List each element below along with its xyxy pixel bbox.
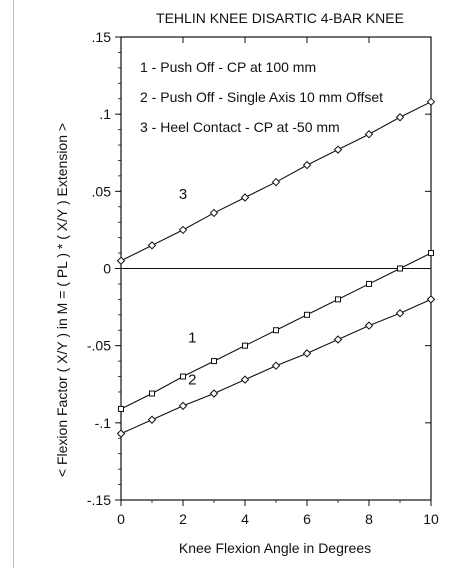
y-tick-label: -.1 bbox=[95, 415, 112, 431]
y-tick-label: .1 bbox=[99, 106, 111, 122]
series-3-point bbox=[178, 225, 188, 235]
legend-entry-3: 3 - Heel Contact - CP at -50 mm bbox=[140, 119, 340, 135]
series-1-point bbox=[149, 390, 155, 397]
series-1-point bbox=[180, 373, 186, 380]
series-2-point bbox=[395, 309, 405, 318]
legend-entry-2: 2 - Push Off - Single Axis 10 mm Offset bbox=[140, 89, 384, 105]
series-2-point bbox=[116, 429, 126, 438]
series-1-point bbox=[242, 342, 248, 349]
curve-label-2: 2 bbox=[188, 371, 196, 388]
series-3-point bbox=[147, 241, 157, 250]
y-axis-label: < Flexion Factor ( X/Y ) in M = ( PL ) *… bbox=[54, 122, 70, 478]
x-tick-label: 8 bbox=[365, 511, 373, 527]
series-3-point bbox=[395, 113, 405, 122]
chart-title: TEHLIN KNEE DISARTIC 4-BAR KNEE bbox=[156, 10, 404, 26]
series-2-point bbox=[271, 361, 281, 370]
curve-label-3: 3 bbox=[179, 186, 187, 203]
x-tick-label: 2 bbox=[179, 511, 187, 527]
series-1-point bbox=[335, 296, 341, 303]
series-3-point bbox=[333, 145, 343, 154]
series-2-point bbox=[240, 375, 250, 384]
x-axis-label: Knee Flexion Angle in Degrees bbox=[178, 540, 372, 556]
series-1-point bbox=[118, 405, 124, 412]
x-tick-label: 0 bbox=[117, 511, 125, 527]
x-tick-label: 4 bbox=[241, 511, 249, 527]
series-3-point bbox=[209, 208, 219, 218]
series-2-point bbox=[333, 335, 343, 344]
series-1-point bbox=[366, 280, 372, 287]
curve-label-1: 1 bbox=[188, 330, 196, 347]
series-2-point bbox=[426, 295, 436, 304]
series-3-point bbox=[116, 256, 126, 265]
y-tick-label: -.05 bbox=[87, 338, 111, 354]
y-tick-label: 0 bbox=[103, 261, 111, 277]
series-3-point bbox=[240, 193, 250, 202]
series-2-point bbox=[178, 401, 188, 411]
series-3-point bbox=[364, 130, 374, 139]
series-1-point bbox=[273, 327, 279, 334]
x-tick-label: 10 bbox=[423, 511, 439, 527]
legend: 1 - Push Off - CP at 100 mm 2 - Push Off… bbox=[140, 52, 383, 142]
series-1-point bbox=[397, 265, 403, 272]
series-1-point bbox=[428, 250, 434, 257]
series-2-point bbox=[302, 349, 312, 358]
series-3-point bbox=[302, 160, 312, 170]
y-tick-label: -.15 bbox=[87, 492, 111, 508]
series-2-point bbox=[147, 415, 157, 424]
series-3-point bbox=[426, 97, 436, 107]
legend-entry-1: 1 - Push Off - CP at 100 mm bbox=[140, 59, 317, 75]
x-tick-label: 6 bbox=[303, 511, 311, 527]
series-2-point bbox=[364, 321, 374, 330]
series-3-point bbox=[271, 177, 281, 187]
y-tick-label: .05 bbox=[92, 183, 112, 199]
series-2-point bbox=[209, 389, 219, 398]
window-edge bbox=[13, 0, 14, 568]
series-1-point bbox=[211, 358, 217, 365]
series-1-point bbox=[304, 311, 310, 318]
y-tick-label: .15 bbox=[92, 29, 112, 45]
